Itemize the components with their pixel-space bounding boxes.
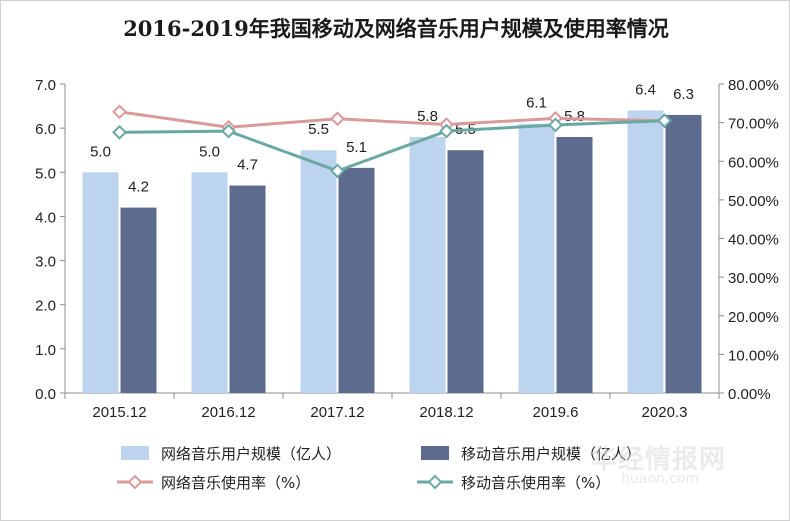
bar-network-music — [518, 123, 555, 393]
bar-data-label: 6.3 — [673, 86, 694, 103]
y-right-tick-label: 70.00% — [728, 116, 779, 133]
y-right-tick-label: 50.00% — [728, 193, 779, 210]
bar-data-label: 5.1 — [346, 139, 367, 156]
bar-data-label: 5.5 — [308, 121, 329, 138]
bar-network-music — [409, 136, 446, 393]
y-right-tick-label: 0.00% — [728, 386, 771, 403]
bar-data-label: 6.1 — [526, 95, 547, 112]
y-right-tick-label: 20.00% — [728, 309, 779, 326]
bar-data-label: 5.8 — [564, 108, 585, 125]
legend-label: 移动音乐用户规模（亿人） — [461, 445, 641, 463]
x-tick-label: 2019.6 — [533, 404, 579, 421]
bar-network-music — [300, 150, 337, 393]
bar-mobile-music — [556, 136, 593, 393]
x-tick-label: 2017.12 — [310, 404, 364, 421]
y-right-tick-label: 40.00% — [728, 232, 779, 249]
bar-network-music — [82, 172, 119, 393]
legend-label: 网络音乐使用率（%） — [161, 474, 310, 492]
watermark-text: 华经情报网 — [591, 445, 727, 475]
legend-swatch — [421, 446, 449, 460]
y-left-tick-label: 0.0 — [35, 386, 56, 403]
marker-mobile-usage — [439, 123, 454, 139]
x-tick-label: 2018.12 — [419, 404, 473, 421]
marker-network-usage — [330, 111, 345, 127]
legend-marker — [427, 474, 443, 490]
marker-mobile-usage — [330, 163, 345, 179]
chart-title: 2016-2019年我国移动及网络音乐用户规模及使用率情况 — [123, 16, 669, 41]
x-tick-label: 2020.3 — [642, 404, 688, 421]
y-right-tick-label: 60.00% — [728, 154, 779, 171]
marker-mobile-usage — [112, 124, 127, 140]
bar-network-music — [191, 172, 228, 393]
line-network-usage — [119, 110, 665, 129]
line-mobile-usage — [119, 119, 665, 173]
legend-swatch — [121, 446, 149, 460]
bar-data-label: 5.0 — [199, 143, 220, 160]
bar-data-label: 5.8 — [417, 108, 438, 125]
marker-network-usage — [112, 104, 127, 120]
bar-mobile-music — [447, 150, 484, 393]
y-left-tick-label: 6.0 — [35, 121, 56, 138]
bar-network-music — [627, 110, 664, 393]
y-left-tick-label: 7.0 — [35, 77, 56, 94]
y-left-tick-label: 4.0 — [35, 209, 56, 226]
legend-label: 网络音乐用户规模（亿人） — [161, 445, 341, 463]
legend-marker — [127, 474, 143, 490]
y-left-tick-label: 2.0 — [35, 298, 56, 315]
marker-mobile-usage — [221, 123, 236, 139]
bar-data-label: 4.7 — [237, 157, 258, 174]
x-tick-label: 2016.12 — [201, 404, 255, 421]
bar-data-label: 5.0 — [90, 143, 111, 160]
bar-data-label: 4.2 — [128, 179, 149, 196]
marker-mobile-usage — [657, 113, 672, 129]
bar-mobile-music — [338, 167, 375, 393]
marker-mobile-usage — [548, 117, 563, 133]
y-left-tick-label: 5.0 — [35, 165, 56, 182]
y-left-tick-label: 3.0 — [35, 254, 56, 271]
y-left-tick-label: 1.0 — [35, 342, 56, 359]
bar-data-label: 6.4 — [635, 81, 656, 98]
bar-mobile-music — [665, 114, 702, 394]
watermark-url: huaon.com — [621, 471, 700, 487]
y-right-tick-label: 80.00% — [728, 77, 779, 94]
bar-mobile-music — [120, 207, 157, 393]
x-tick-label: 2015.12 — [92, 404, 146, 421]
y-right-tick-label: 30.00% — [728, 270, 779, 287]
bar-mobile-music — [229, 185, 266, 393]
y-right-tick-label: 10.00% — [728, 347, 779, 364]
legend-label: 移动音乐使用率（%） — [461, 474, 610, 492]
